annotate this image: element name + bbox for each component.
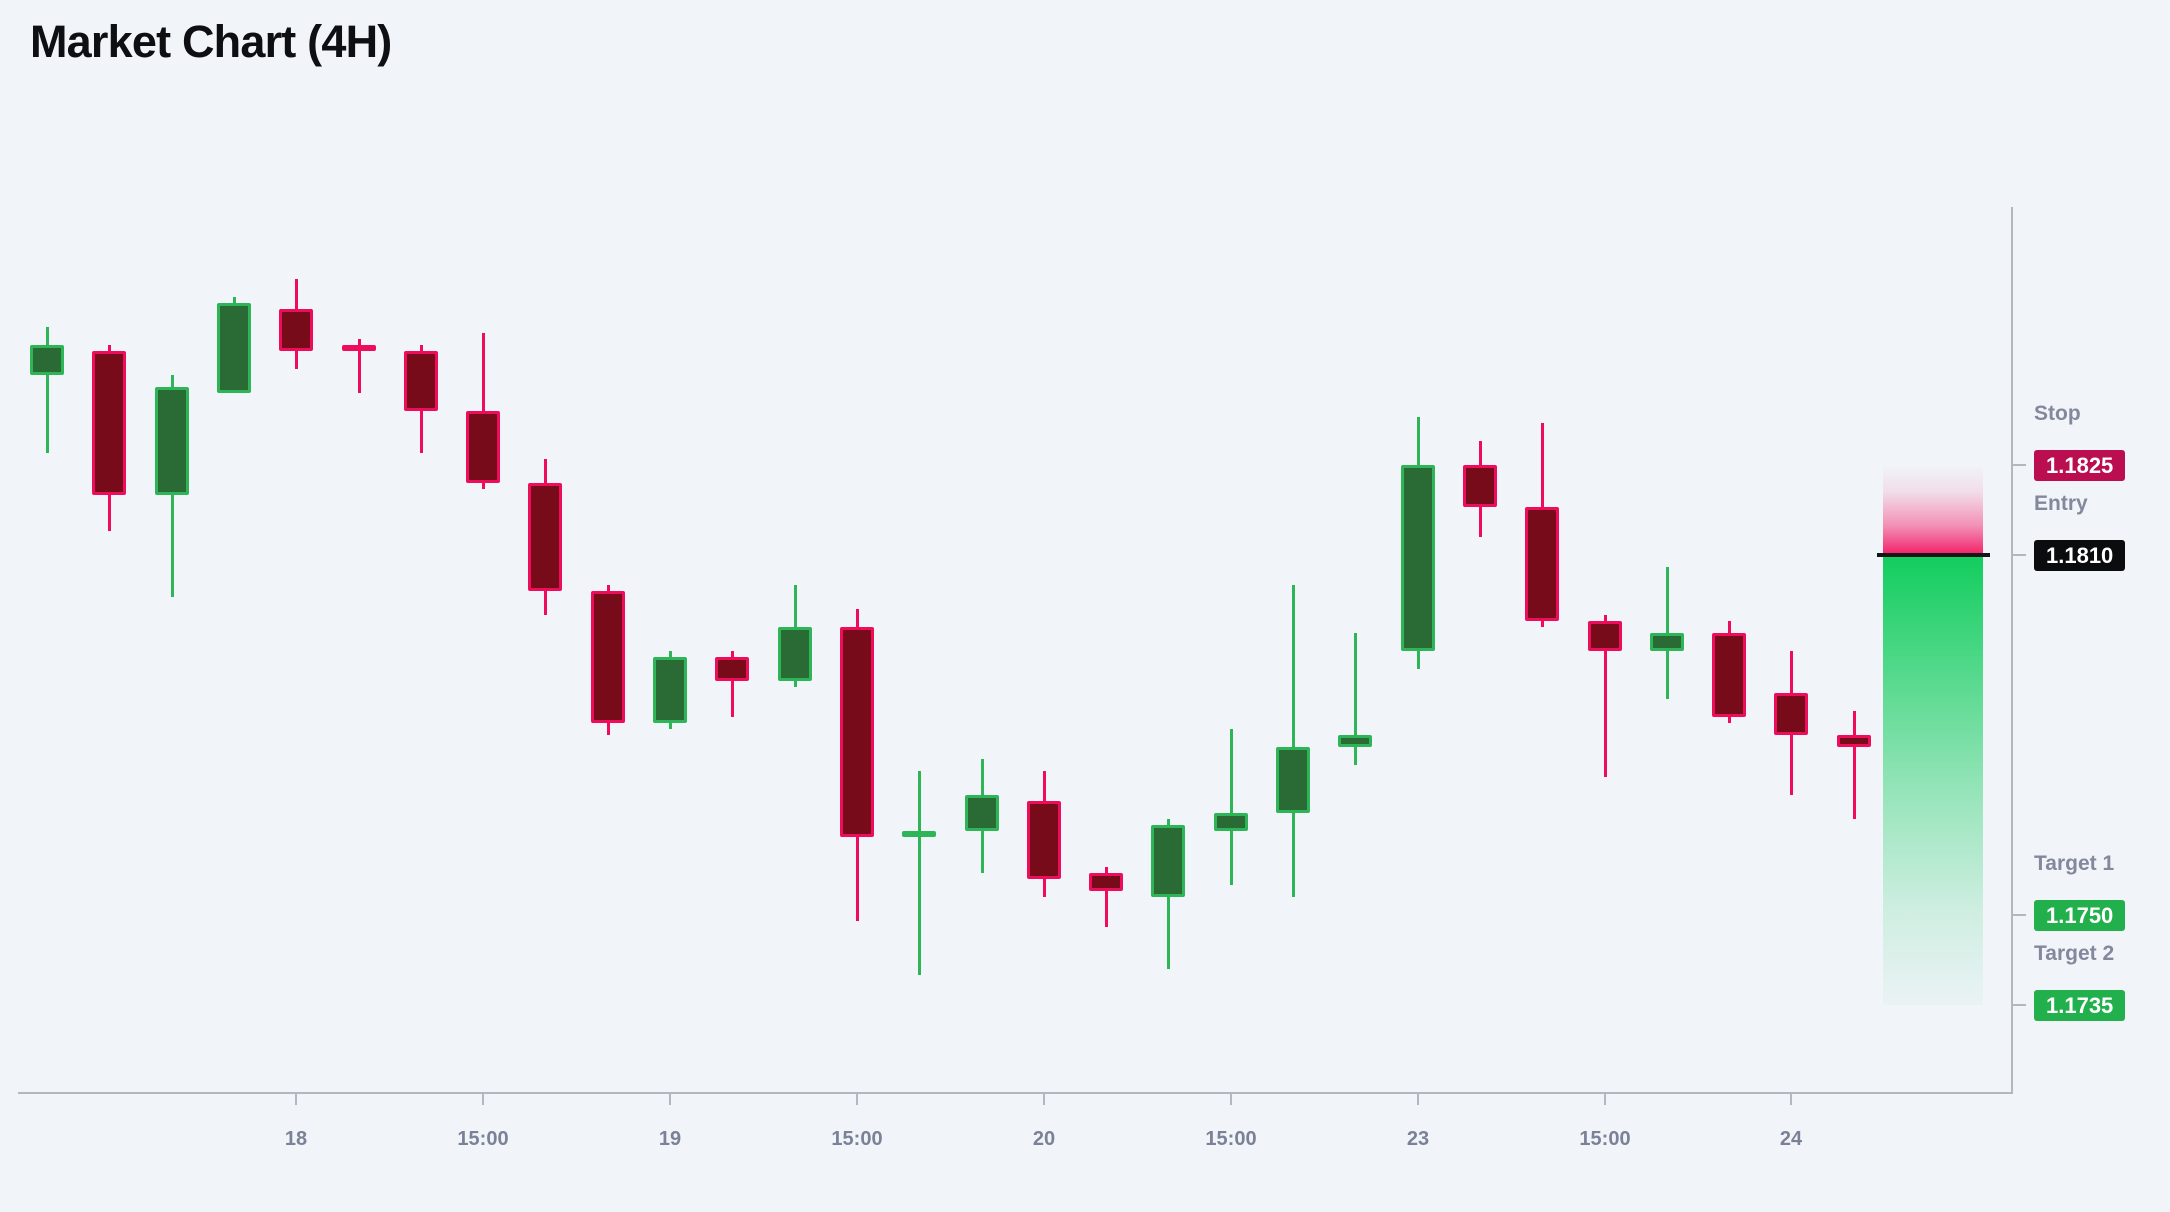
bearish-candle-body [342,345,376,351]
x-axis-tick [295,1094,297,1105]
target1-price-badge: 1.1750 [2034,900,2126,931]
bullish-candle-body [217,303,251,393]
bullish-candle-body [965,795,999,831]
bearish-candle-wick [1853,711,1856,819]
x-axis-tick [669,1094,671,1105]
bearish-candle-body [715,657,749,681]
bearish-candle-body [1774,693,1808,735]
bullish-candle-body [155,387,189,495]
bullish-candle-body [1401,465,1435,651]
entry-price-line [1877,553,1990,557]
bearish-candle-wick [1604,615,1607,777]
bullish-candle-body [902,831,936,837]
bullish-candle-body [30,345,64,375]
bullish-candle-body [778,627,812,681]
bullish-candle-body [1214,813,1248,831]
x-axis-label: 24 [1779,1128,1803,1150]
bearish-candle-body [591,591,625,723]
x-axis-tick [1604,1094,1606,1105]
bearish-candle-body [1712,633,1746,717]
bullish-candle-wick [1292,585,1295,897]
x-axis-label: 19 [658,1128,682,1150]
bullish-candle-wick [1354,633,1357,765]
bullish-candle-wick [1230,729,1233,885]
x-axis-tick [1417,1094,1419,1105]
x-axis-tick [856,1094,858,1105]
x-axis-line [18,1092,2013,1094]
bearish-candle-body [466,411,500,483]
bearish-candle-wick [1105,867,1108,927]
bearish-candle-body [1027,801,1061,879]
bearish-candle-body [1463,465,1497,507]
bearish-candle-body [1588,621,1622,651]
bullish-candle-wick [46,327,49,453]
bearish-candle-body [1089,873,1123,891]
bearish-candle-body [92,351,126,495]
bearish-candle-wick [358,339,361,393]
risk-zone-gradient [1883,465,1983,555]
x-axis-label: 15:00 [1205,1128,1257,1150]
x-axis-label: 15:00 [457,1128,509,1150]
target1-label: Target 1 [2034,852,2115,875]
entry-price-badge: 1.1810 [2034,540,2126,571]
x-axis-tick [482,1094,484,1105]
x-axis-label: 20 [1032,1128,1056,1150]
x-axis-label: 18 [284,1128,308,1150]
bearish-candle-body [279,309,313,351]
stop-price-badge: 1.1825 [2034,450,2126,481]
bearish-candle-body [1525,507,1559,621]
bullish-candle-body [1151,825,1185,897]
price-axis-tick [2013,464,2026,466]
entry-label: Entry [2034,492,2088,515]
x-axis-label: 15:00 [1579,1128,1631,1150]
price-axis-tick [2013,914,2026,916]
bearish-candle-body [840,627,874,837]
reward-zone-gradient [1883,557,1983,1005]
bullish-candle-body [653,657,687,723]
x-axis-tick [1043,1094,1045,1105]
page-title: Market Chart (4H) [30,16,392,67]
bullish-candle-body [1338,735,1372,747]
target2-price-badge: 1.1735 [2034,990,2126,1021]
bearish-candle-body [528,483,562,591]
bullish-candle-wick [918,771,921,975]
bullish-candle-body [1276,747,1310,813]
bullish-candle-body [1650,633,1684,651]
price-axis-tick [2013,554,2026,556]
x-axis-tick [1790,1094,1792,1105]
stop-label: Stop [2034,402,2081,425]
price-axis-tick [2013,1004,2026,1006]
target2-label: Target 2 [2034,942,2115,965]
bearish-candle-body [1837,735,1871,747]
price-axis-line [2011,207,2013,1094]
bearish-candle-wick [731,651,734,717]
bearish-candle-body [404,351,438,411]
x-axis-label: 15:00 [831,1128,883,1150]
x-axis-tick [1230,1094,1232,1105]
x-axis-label: 23 [1406,1128,1430,1150]
